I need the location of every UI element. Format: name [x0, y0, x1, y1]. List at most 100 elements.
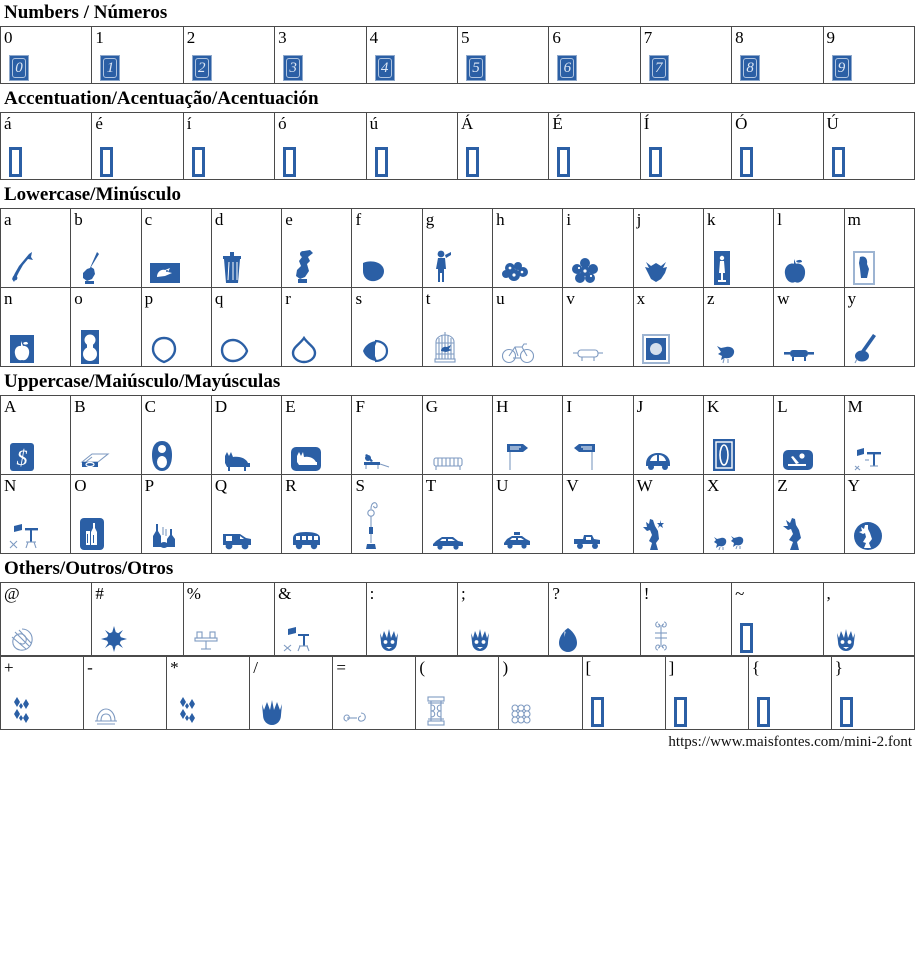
glyph-cell-m[interactable]: m	[843, 208, 916, 288]
source-url[interactable]: https://www.maisfontes.com/mini-2.font	[668, 734, 912, 750]
glyph-cell-E[interactable]: E	[281, 395, 353, 475]
glyph-cell-n[interactable]: n	[0, 287, 72, 367]
glyph-cell-u[interactable]: u	[492, 287, 564, 367]
glyph-cell-I-acute[interactable]: Í	[639, 112, 733, 180]
glyph-cell-E-acute[interactable]: É	[548, 112, 641, 180]
glyph-cell-paren-open[interactable]: (	[415, 656, 500, 730]
glyph-cell-asterisk[interactable]: *	[166, 656, 251, 730]
glyph-cell-z[interactable]: z	[702, 287, 775, 367]
missing-glyph-icon	[191, 147, 205, 177]
glyph-cell-g[interactable]: g	[421, 208, 494, 288]
glyph-cell-h[interactable]: h	[492, 208, 564, 288]
glyph-cell-semicolon[interactable]: ;	[456, 582, 550, 656]
glyph-cell-I[interactable]: I	[562, 395, 634, 475]
glyph-cell-O[interactable]: O	[70, 474, 142, 554]
glyph-cell-K[interactable]: K	[702, 395, 775, 475]
glyph-cell-c[interactable]: c	[140, 208, 212, 288]
glyph-cell-Y[interactable]: Y	[843, 474, 916, 554]
glyph-cell-x[interactable]: x	[632, 287, 704, 367]
glyph-cell-ampersand[interactable]: &	[274, 582, 367, 656]
glyph-cell-bracket-open[interactable]: [	[581, 656, 666, 730]
glyph-cell-r[interactable]: r	[281, 287, 353, 367]
glyph-cell-comma[interactable]: ,	[822, 582, 916, 656]
glyph-cell-X[interactable]: W	[632, 474, 704, 554]
glyph-cell-A-acute[interactable]: Á	[456, 112, 550, 180]
glyph-cell-slash[interactable]: /	[249, 656, 334, 730]
glyph-cell-a[interactable]: a	[0, 208, 72, 288]
glyph-cell-e-acute[interactable]: é	[91, 112, 184, 180]
glyph-cell-w[interactable]: w	[773, 287, 845, 367]
glyph-cell-t[interactable]: t	[421, 287, 494, 367]
glyph-cell-o[interactable]: o	[70, 287, 142, 367]
glyph-cell-bracket-close[interactable]: ]	[664, 656, 749, 730]
table-row: N O P Q R S T U V	[0, 474, 916, 555]
glyph-cell-Z[interactable]: X	[702, 474, 775, 554]
glyph-cell-u-acute[interactable]: ú	[365, 112, 458, 180]
glyph-cell-T[interactable]: T	[421, 474, 494, 554]
glyph-cell-Q[interactable]: Q	[210, 474, 283, 554]
glyph-cell-f[interactable]: f	[351, 208, 423, 288]
glyph-cell-R[interactable]: R	[281, 474, 353, 554]
glyph-cell-percent[interactable]: %	[182, 582, 276, 656]
glyph-cell-b[interactable]: b	[70, 208, 142, 288]
glyph-cell-v[interactable]: v	[562, 287, 634, 367]
glyph-cell-l[interactable]: l	[773, 208, 845, 288]
glyph-cell-colon[interactable]: :	[365, 582, 458, 656]
glyph-cell-J[interactable]: J	[632, 395, 704, 475]
glyph-cell-j[interactable]: j	[632, 208, 704, 288]
glyph-cell-hyphen[interactable]: -	[83, 656, 168, 730]
bus-icon	[293, 532, 321, 550]
glyph-cell-N[interactable]: N	[0, 474, 72, 554]
glyph-cell-o-acute[interactable]: ó	[274, 112, 367, 180]
glyph-cell-y[interactable]: y	[843, 287, 916, 367]
glyph-cell-A[interactable]: A $	[0, 395, 72, 475]
glyph-cell-a-acute[interactable]: á	[0, 112, 93, 180]
glyph-preview	[352, 497, 421, 555]
glyph-cell-plus[interactable]: +	[0, 656, 85, 730]
glyph-cell-s[interactable]: s	[351, 287, 423, 367]
glyph-cell-i-acute[interactable]: í	[182, 112, 276, 180]
glyph-cell-d[interactable]: d	[210, 208, 283, 288]
glyph-cell-tilde[interactable]: ~	[731, 582, 824, 656]
glyph-cell-brace-close[interactable]: }	[830, 656, 916, 730]
glyph-cell-B[interactable]: B	[70, 395, 142, 475]
glyph-cell-U-acute[interactable]: Ú	[822, 112, 916, 180]
glyph-cell-C[interactable]: C	[140, 395, 212, 475]
glyph-cell-D[interactable]: D	[210, 395, 283, 475]
glyph-cell-L[interactable]: L	[773, 395, 845, 475]
glyph-cell-q[interactable]: q	[210, 287, 283, 367]
glyph-cell-at[interactable]: @	[0, 582, 93, 656]
char-label: r	[285, 289, 291, 308]
glyph-cell-U[interactable]: U	[492, 474, 564, 554]
glyph-cell-P[interactable]: P	[140, 474, 212, 554]
glyph-cell-M[interactable]: M	[843, 395, 916, 475]
glyph-cell-H[interactable]: H	[492, 395, 564, 475]
glyph-preview: 5	[458, 49, 548, 85]
glyph-cell-equals[interactable]: =	[332, 656, 417, 730]
glyph-cell-p[interactable]: p	[140, 287, 212, 367]
glyph-cell-V[interactable]: V	[562, 474, 634, 554]
glyph-cell-brace-open[interactable]: {	[747, 656, 832, 730]
glyph-cell-S[interactable]: S	[351, 474, 423, 555]
glyph-cell-hash[interactable]: #	[91, 582, 184, 656]
glyph-cell-G[interactable]: G	[421, 395, 494, 475]
glyph-cell-F[interactable]: F	[351, 395, 423, 475]
glyph-cell-k[interactable]: k	[702, 208, 775, 288]
glyph-cell-e[interactable]: e	[281, 208, 353, 288]
glyph-cell-exclamation[interactable]: !	[639, 582, 733, 656]
glyph-cell-W[interactable]: Z	[773, 474, 845, 554]
glyph-cell-O-acute[interactable]: Ó	[731, 112, 824, 180]
glyph-cell-paren-close[interactable]: )	[498, 656, 583, 730]
glyph-cell-i[interactable]: i	[562, 208, 634, 288]
glyph-cell-question[interactable]: ?	[548, 582, 641, 656]
